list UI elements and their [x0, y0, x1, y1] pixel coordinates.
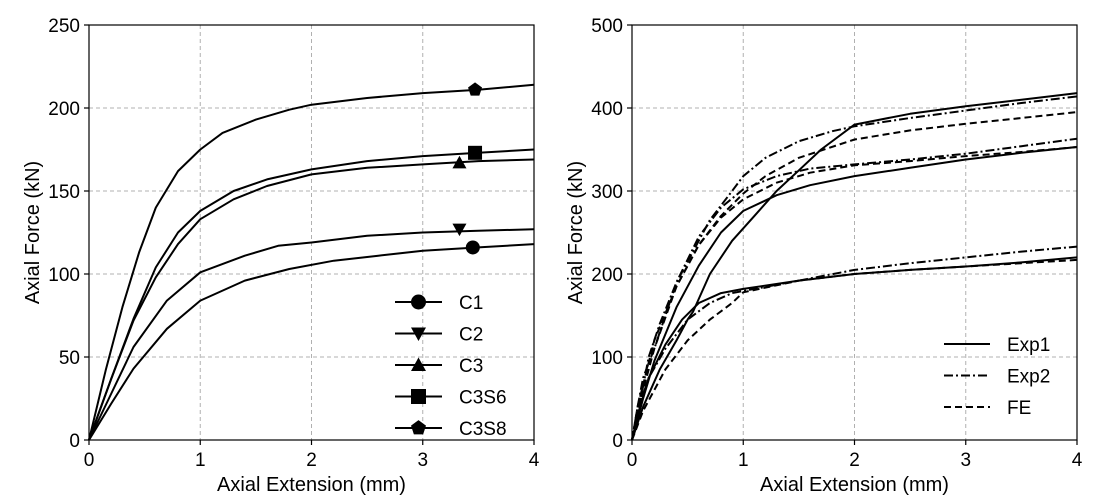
- y-tick-label: 0: [612, 431, 623, 452]
- series-line-exp2-4: [631, 137, 1078, 441]
- y-tick-label: 400: [591, 99, 623, 120]
- y-tick-label: 0: [69, 431, 80, 452]
- series-marker-c2: [452, 223, 467, 237]
- legend-marker-c3s6: [411, 389, 426, 404]
- legend-marker-c3s8: [411, 420, 426, 435]
- x-tick-label: 2: [849, 450, 860, 471]
- legend-marker-c3: [411, 357, 426, 371]
- legend-label-c1: C1: [459, 293, 483, 314]
- series-marker-c3s6: [468, 145, 483, 160]
- legend-marker-c1: [411, 294, 426, 310]
- series-line-c2-1: [88, 228, 535, 441]
- x-axis-label: Axial Extension (mm): [760, 474, 949, 496]
- plot-frame: [88, 24, 535, 441]
- legend-label-exp1: Exp1: [1007, 335, 1050, 356]
- x-tick-label: 2: [306, 450, 317, 471]
- legend-label-c3: C3: [459, 356, 483, 377]
- series-line-fe-7: [631, 146, 1078, 441]
- series-line-fe-6: [631, 258, 1078, 441]
- series-line-c3s6-3: [88, 148, 535, 441]
- y-axis-label: Axial Force (kN): [565, 161, 587, 304]
- left-chart-panel: 0 1 2 3 4 0 50 100 150 200 250 Axial Extension (mm)…: [22, 16, 540, 496]
- legend-label-c2: C2: [459, 325, 483, 346]
- y-tick-label: 300: [591, 182, 623, 203]
- y-tick-label: 200: [591, 265, 623, 286]
- x-tick-label: 1: [738, 450, 749, 471]
- series-line-exp2-3: [631, 245, 1078, 441]
- y-tick-label: 100: [48, 265, 80, 286]
- series-line-exp1-2: [631, 92, 1078, 441]
- series-line-exp2-5: [631, 95, 1078, 441]
- x-axis-label: Axial Extension (mm): [217, 474, 406, 496]
- legend-label-exp2: Exp2: [1007, 367, 1050, 388]
- y-axis-label: Axial Force (kN): [22, 161, 44, 304]
- x-tick-label: 1: [195, 450, 206, 471]
- y-tick-label: 250: [48, 16, 80, 37]
- x-tick-label: 3: [417, 450, 428, 471]
- series-line-exp1-1: [631, 146, 1078, 441]
- y-tick-label: 150: [48, 182, 80, 203]
- y-tick-label: 500: [591, 16, 623, 37]
- x-tick-label: 0: [627, 450, 638, 471]
- legend-label-c3s6: C3S6: [459, 388, 507, 409]
- series-marker-c3s8: [468, 82, 483, 96]
- legend-marker-c2: [411, 327, 426, 341]
- x-tick-label: 3: [960, 450, 971, 471]
- x-tick-label: 0: [84, 450, 95, 471]
- series-line-fe-8: [631, 111, 1078, 441]
- y-tick-label: 50: [59, 348, 80, 369]
- legend: Exp1 Exp2 FE: [944, 335, 1050, 419]
- x-tick-label: 4: [529, 450, 540, 471]
- series-line-c3s8-4: [88, 83, 535, 441]
- legend-label-fe: FE: [1007, 398, 1031, 419]
- legend: C1 C2 C3 C3S6 C3S8: [395, 293, 507, 440]
- series-marker-c1: [465, 240, 480, 255]
- plot-frame: [631, 24, 1078, 441]
- right-chart-panel: 0 1 2 3 4 0 100 200 300 400 500 Axial Extension (mm…: [565, 16, 1083, 496]
- y-tick-label: 100: [591, 348, 623, 369]
- x-tick-label: 4: [1072, 450, 1083, 471]
- legend-label-c3s8: C3S8: [459, 419, 507, 440]
- y-tick-label: 200: [48, 99, 80, 120]
- series-marker-c3: [452, 155, 467, 169]
- series-line-c1-0: [88, 243, 535, 441]
